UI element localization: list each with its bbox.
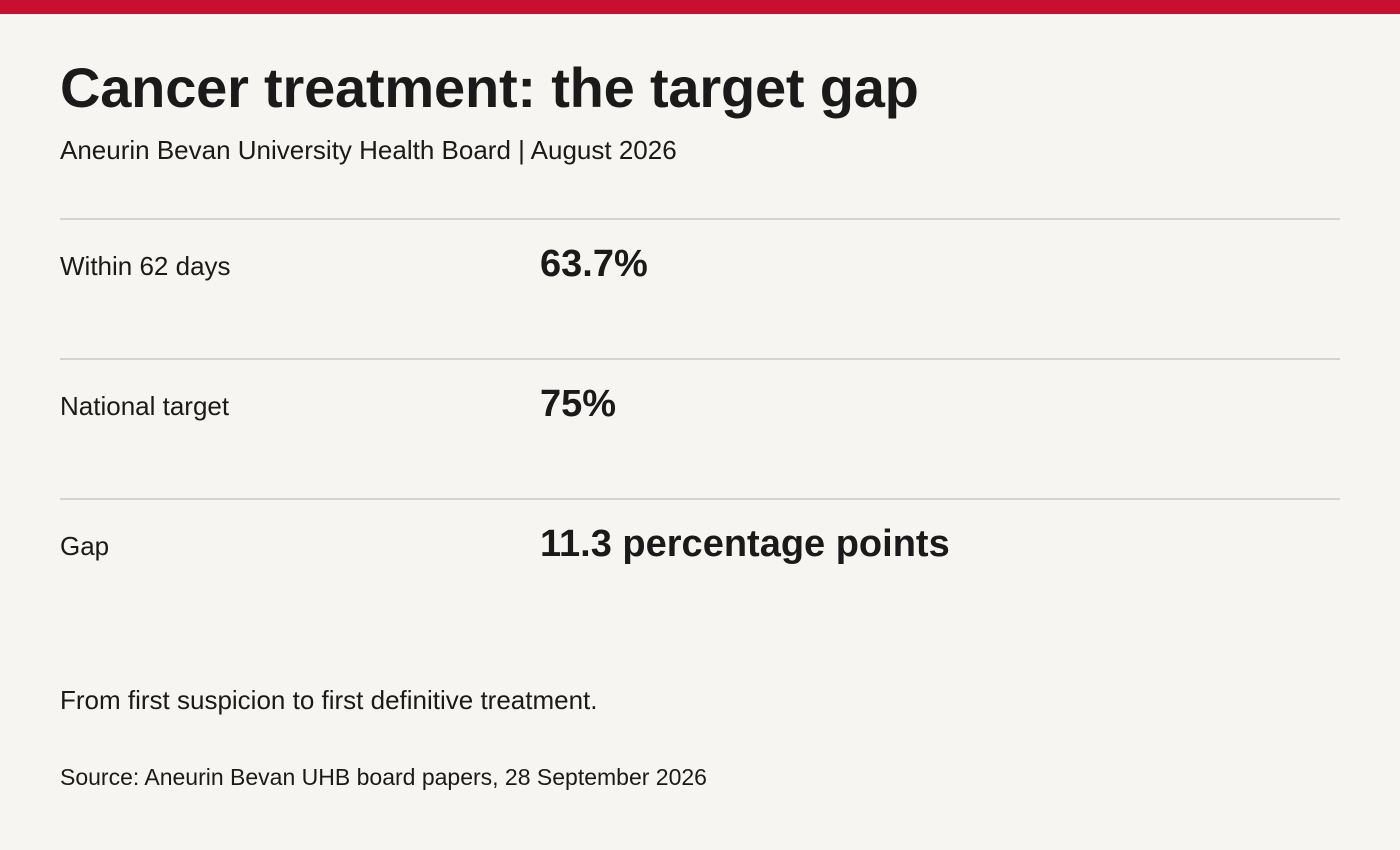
stat-row-national-target: National target 75% bbox=[60, 358, 1340, 498]
stats-list: Within 62 days 63.7% National target 75%… bbox=[60, 218, 1340, 638]
accent-bar bbox=[0, 0, 1400, 14]
footnote: From first suspicion to first definitive… bbox=[60, 685, 598, 715]
stat-label: Within 62 days bbox=[60, 251, 231, 281]
page-subtitle: Aneurin Bevan University Health Board | … bbox=[60, 135, 677, 165]
source-credit: Source: Aneurin Bevan UHB board papers, … bbox=[60, 764, 707, 790]
stat-label: Gap bbox=[60, 531, 110, 561]
content: Cancer treatment: the target gap Aneurin… bbox=[60, 14, 1340, 638]
stat-label: National target bbox=[60, 391, 230, 421]
stat-value: 63.7% bbox=[540, 243, 648, 285]
stat-value: 75% bbox=[540, 383, 617, 425]
page-title: Cancer treatment: the target gap bbox=[60, 56, 919, 119]
stat-row-within-62-days: Within 62 days 63.7% bbox=[60, 218, 1340, 358]
stat-row-gap: Gap 11.3 percentage points bbox=[60, 498, 1340, 638]
stat-value: 11.3 percentage points bbox=[540, 523, 950, 565]
